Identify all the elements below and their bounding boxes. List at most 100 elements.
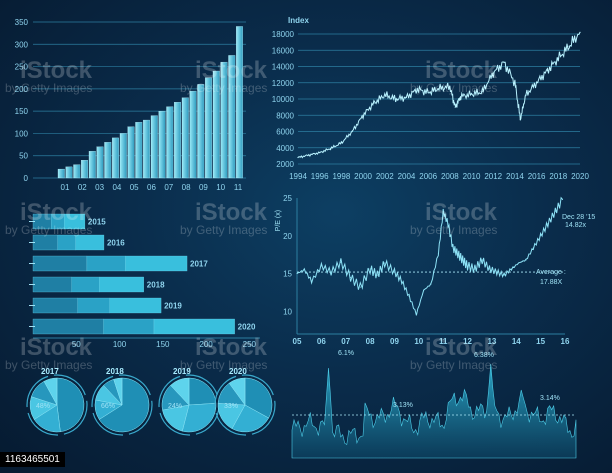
- bar-chart-bar: [104, 142, 112, 179]
- pe-chart-x-tick: 08: [366, 337, 375, 346]
- pe-chart-ylabel: P/E (x): [275, 210, 282, 231]
- bar-chart-bar: [197, 84, 205, 179]
- bar-chart-bar: [205, 77, 212, 179]
- pe-data-point: [423, 289, 425, 291]
- bar-chart-bar: [174, 102, 181, 179]
- hbar-x-tick: 100: [113, 340, 127, 349]
- bar-chart-bar: [88, 151, 96, 179]
- index-data-point: [297, 156, 299, 159]
- pie-slice: [170, 377, 190, 406]
- bar-chart-x-tick: 06: [147, 183, 156, 192]
- watermark-credit-text: by Getty Images: [410, 81, 497, 95]
- watermark-credit-text: by Getty Images: [180, 223, 267, 237]
- pe-data-point: [532, 247, 534, 249]
- index-chart-y-tick: 16000: [272, 46, 295, 55]
- area-annotation: 3.13%: [393, 402, 413, 409]
- pe-annotation-value: 14.82x: [565, 222, 587, 229]
- index-data-point: [340, 142, 342, 144]
- bar-chart-x-tick: 07: [164, 183, 173, 192]
- watermark-logo-text: iStock: [20, 57, 93, 84]
- pe-chart-x-tick: 12: [463, 337, 472, 346]
- index-chart-x-tick: 2012: [484, 172, 502, 181]
- index-data-point: [362, 114, 364, 116]
- index-chart-y-tick: 6000: [276, 128, 294, 137]
- pe-chart-x-tick: 09: [390, 337, 399, 346]
- watermark-credit-text: by Getty Images: [5, 223, 92, 237]
- index-chart-x-tick: 2018: [549, 172, 567, 181]
- pie-year-label: 2020: [229, 367, 247, 376]
- bar-chart-y-tick: 50: [19, 152, 28, 161]
- pe-data-point: [330, 271, 332, 273]
- watermark-logo-text: iStock: [20, 334, 93, 361]
- pie-percent-label: 66%: [101, 403, 115, 410]
- pe-chart-x-tick: 06: [317, 337, 326, 346]
- pe-data-point: [408, 295, 410, 297]
- pe-data-point: [447, 223, 449, 225]
- pe-data-point: [525, 259, 527, 261]
- watermark-logo-text: iStock: [195, 199, 268, 226]
- index-chart-x-tick: 1996: [311, 172, 329, 181]
- bar-chart-bar: [228, 55, 236, 179]
- pe-data-point: [481, 259, 483, 261]
- index-chart-x-tick: 2016: [528, 172, 546, 181]
- bar-chart-x-tick: 11: [234, 183, 243, 192]
- index-data-point: [546, 69, 549, 72]
- bar-chart-bar: [112, 137, 119, 179]
- hbar-segment: [109, 297, 162, 314]
- index-chart-y-tick: 4000: [276, 144, 294, 153]
- pe-data-point: [296, 273, 298, 275]
- bar-chart-y-tick: 0: [24, 174, 29, 183]
- index-chart-y-tick: 2000: [276, 160, 294, 169]
- index-data-point: [514, 82, 516, 84]
- pe-chart-x-tick: 07: [341, 337, 350, 346]
- hbar-x-tick: 150: [156, 340, 170, 349]
- bar-chart-y-tick: 250: [15, 63, 29, 72]
- pe-chart-y-tick: 20: [283, 232, 292, 241]
- index-chart-y-tick: 8000: [276, 111, 294, 120]
- index-chart-x-tick: 2000: [354, 172, 372, 181]
- index-chart-y-tick: 18000: [272, 30, 295, 39]
- pe-chart-x-tick: 16: [561, 337, 570, 346]
- pe-data-point: [496, 271, 498, 273]
- pe-chart-x-tick: 13: [487, 337, 496, 346]
- hbar-segment: [99, 276, 144, 293]
- index-data-point: [351, 130, 353, 133]
- index-chart-y-tick: 12000: [272, 79, 295, 88]
- pie-year-label: 2019: [173, 367, 191, 376]
- index-chart-y-tick: 14000: [272, 63, 295, 72]
- pe-chart-x-tick: 14: [512, 337, 521, 346]
- watermark-logo-text: iStock: [425, 57, 498, 84]
- index-data-point: [438, 87, 440, 90]
- index-data-point: [427, 91, 429, 94]
- bar-chart-bar: [57, 168, 65, 179]
- pe-data-point: [340, 261, 342, 263]
- bar-chart-x-tick: 09: [199, 183, 208, 192]
- index-data-point: [384, 94, 386, 96]
- hbar-segment: [32, 276, 72, 293]
- pe-data-point: [437, 253, 439, 255]
- bar-chart-bar: [236, 26, 243, 179]
- bar-chart-x-tick: 05: [130, 183, 139, 192]
- watermark-logo-text: iStock: [425, 334, 498, 361]
- bar-chart-x-tick: 08: [182, 183, 191, 192]
- hbar-category-label: 2020: [238, 323, 256, 332]
- pe-data-point: [359, 286, 361, 288]
- pe-data-point: [401, 280, 403, 282]
- pe-data-point: [503, 274, 505, 276]
- pe-data-point: [488, 268, 490, 270]
- bar-chart-bar: [65, 166, 73, 179]
- bar-chart-x-tick: 04: [112, 183, 121, 192]
- hbar-x-tick: 200: [199, 340, 213, 349]
- bar-chart-bar: [166, 106, 174, 179]
- index-chart-x-tick: 2002: [376, 172, 394, 181]
- bar-chart-bar: [119, 133, 127, 179]
- watermark-credit-text: by Getty Images: [410, 358, 497, 372]
- index-data-point: [557, 57, 559, 59]
- hbar-category-label: 2015: [88, 218, 106, 227]
- pe-data-point: [311, 280, 313, 282]
- index-chart-ylabel: Index: [288, 16, 309, 25]
- pe-chart-x-tick: 05: [293, 337, 302, 346]
- pe-data-point: [518, 262, 520, 264]
- pe-data-point: [320, 265, 322, 267]
- index-data-point: [568, 45, 570, 47]
